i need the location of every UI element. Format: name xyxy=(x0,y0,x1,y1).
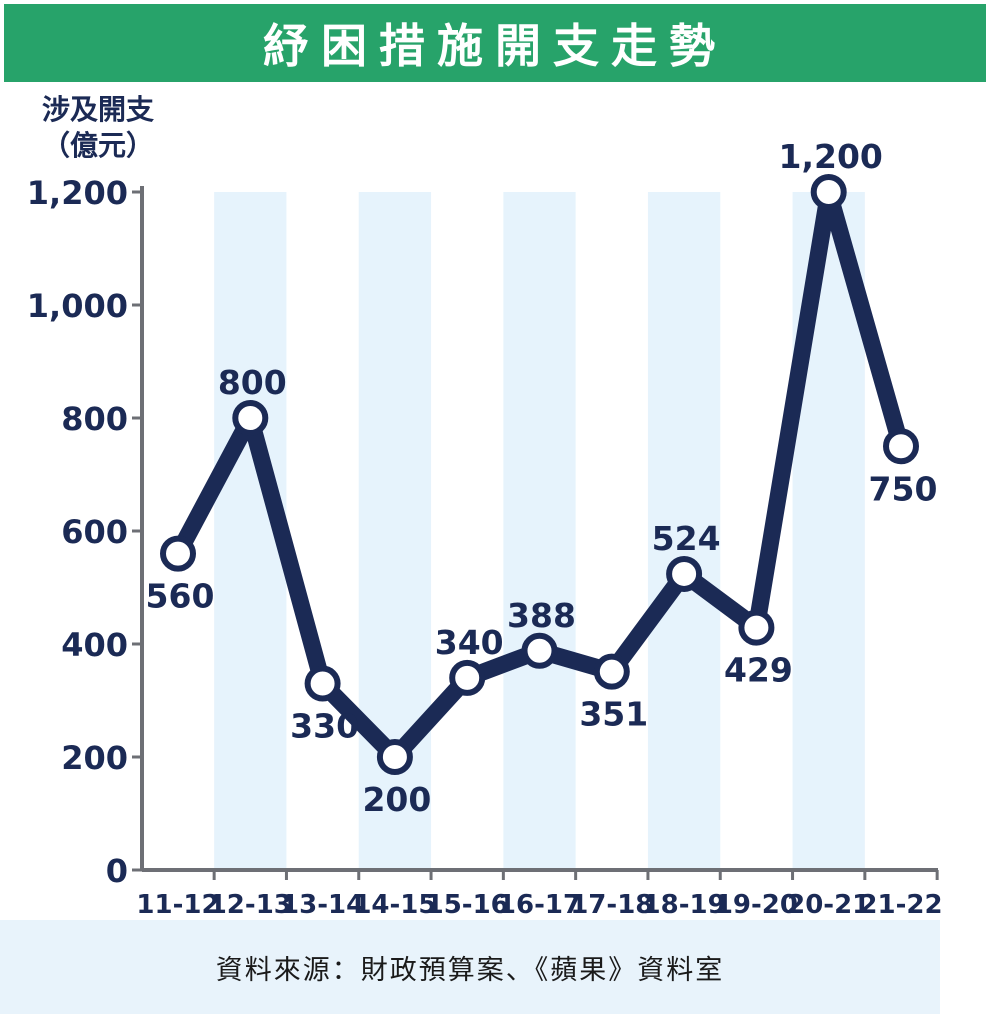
y-axis-label: 涉及開支 （億元） xyxy=(42,92,154,164)
data-point xyxy=(304,665,341,702)
data-label: 750 xyxy=(869,469,938,508)
x-tick-label: 19-20 xyxy=(715,890,798,920)
data-label: 560 xyxy=(146,577,215,616)
data-point xyxy=(738,609,775,646)
source-footer: 資料來源：財政預算案、《蘋果》資料室 xyxy=(0,920,940,1014)
y-tick-label: 0 xyxy=(106,852,128,890)
y-tick-label: 1,200 xyxy=(27,174,128,212)
y-axis-label-line1: 涉及開支 xyxy=(42,93,155,126)
data-label: 340 xyxy=(435,623,504,662)
data-label: 524 xyxy=(652,519,721,558)
data-label: 351 xyxy=(579,695,648,734)
y-tick-label: 600 xyxy=(61,513,128,551)
x-tick-label: 13-14 xyxy=(281,890,364,920)
data-label: 388 xyxy=(507,596,576,635)
data-point xyxy=(810,174,847,210)
x-tick-label: 17-18 xyxy=(570,890,653,920)
y-tick-label: 800 xyxy=(61,400,128,438)
y-tick-label: 400 xyxy=(61,626,128,664)
x-tick-label: 18-19 xyxy=(643,890,726,920)
y-tick-label: 1,000 xyxy=(27,287,128,325)
x-tick-label: 21-22 xyxy=(859,890,942,920)
data-point xyxy=(666,555,703,592)
x-tick-label: 11-12 xyxy=(136,890,219,920)
background-band xyxy=(503,192,576,870)
data-label: 330 xyxy=(290,707,359,746)
y-tick-label: 200 xyxy=(61,739,128,777)
data-point xyxy=(232,400,269,436)
data-label: 1,200 xyxy=(779,137,883,176)
data-label: 200 xyxy=(362,780,431,819)
data-label: 429 xyxy=(724,651,793,690)
x-tick-label: 20-21 xyxy=(787,890,870,920)
chart-title: 紓困措施開支走勢 xyxy=(263,19,727,73)
data-point xyxy=(883,428,919,465)
y-axis-label-line2: （億元） xyxy=(42,129,155,162)
x-tick-label: 14-15 xyxy=(353,890,436,920)
line-chart: 0 200 400 600 800 1,000 1,200 11-1212-1313-1414… xyxy=(27,137,943,920)
data-point xyxy=(160,535,196,572)
x-tick-label: 16-17 xyxy=(498,890,581,920)
background-band xyxy=(647,192,721,870)
x-tick-label: 12-13 xyxy=(209,890,292,920)
data-point xyxy=(593,653,630,690)
data-point xyxy=(376,739,413,775)
data-point xyxy=(449,659,486,696)
title-bar: 紓困措施開支走勢 xyxy=(4,4,986,82)
data-label: 800 xyxy=(218,363,287,402)
data-point xyxy=(521,632,558,669)
source-text: 資料來源：財政預算案、《蘋果》資料室 xyxy=(215,954,725,986)
x-tick-label: 15-16 xyxy=(426,890,509,920)
